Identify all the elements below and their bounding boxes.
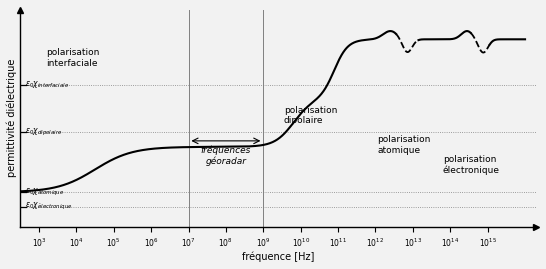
Text: $\varepsilon_0\chi_{\acute{e}lectronique}$: $\varepsilon_0\chi_{\acute{e}lectronique… (25, 201, 73, 213)
Text: $\varepsilon_0\chi_{dipolaire}$: $\varepsilon_0\chi_{dipolaire}$ (25, 126, 63, 137)
Text: polarisation
interfaciale: polarisation interfaciale (46, 48, 100, 68)
Text: polarisation
électronique: polarisation électronique (443, 154, 500, 175)
Text: polarisation
atomique: polarisation atomique (377, 135, 431, 154)
Text: polarisation
dipolaire: polarisation dipolaire (284, 105, 337, 125)
Y-axis label: permittivité diélectrique: permittivité diélectrique (7, 59, 17, 177)
Text: $\varepsilon_0\chi_{interfaciale}$: $\varepsilon_0\chi_{interfaciale}$ (25, 79, 69, 90)
X-axis label: fréquence [Hz]: fréquence [Hz] (242, 252, 314, 262)
Text: fréquences
géoradar: fréquences géoradar (201, 146, 251, 166)
Text: $\varepsilon_0\chi_{atomique}$: $\varepsilon_0\chi_{atomique}$ (25, 187, 65, 198)
